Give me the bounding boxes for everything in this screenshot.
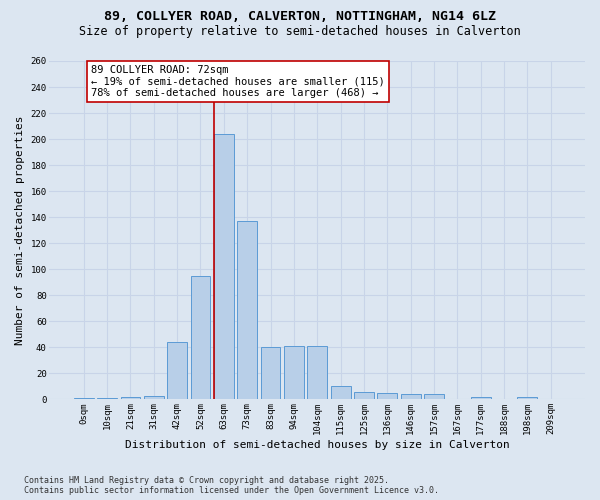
Bar — [121, 397, 140, 400]
Bar — [424, 394, 444, 400]
Bar — [191, 276, 211, 400]
Bar — [331, 386, 350, 400]
Bar — [284, 346, 304, 400]
Bar — [237, 221, 257, 400]
Text: 89 COLLYER ROAD: 72sqm
← 19% of semi-detached houses are smaller (115)
78% of se: 89 COLLYER ROAD: 72sqm ← 19% of semi-det… — [91, 65, 385, 98]
Bar — [517, 397, 538, 400]
Bar — [307, 346, 327, 400]
Bar — [214, 134, 234, 400]
Bar — [471, 397, 491, 400]
Bar — [144, 396, 164, 400]
Bar — [97, 398, 117, 400]
Text: Size of property relative to semi-detached houses in Calverton: Size of property relative to semi-detach… — [79, 25, 521, 38]
Bar — [74, 398, 94, 400]
X-axis label: Distribution of semi-detached houses by size in Calverton: Distribution of semi-detached houses by … — [125, 440, 509, 450]
Y-axis label: Number of semi-detached properties: Number of semi-detached properties — [15, 116, 25, 345]
Bar — [401, 394, 421, 400]
Text: Contains public sector information licensed under the Open Government Licence v3: Contains public sector information licen… — [24, 486, 439, 495]
Text: Contains HM Land Registry data © Crown copyright and database right 2025.: Contains HM Land Registry data © Crown c… — [24, 476, 389, 485]
Bar — [354, 392, 374, 400]
Bar — [167, 342, 187, 400]
Text: 89, COLLYER ROAD, CALVERTON, NOTTINGHAM, NG14 6LZ: 89, COLLYER ROAD, CALVERTON, NOTTINGHAM,… — [104, 10, 496, 23]
Bar — [260, 348, 280, 400]
Bar — [377, 393, 397, 400]
